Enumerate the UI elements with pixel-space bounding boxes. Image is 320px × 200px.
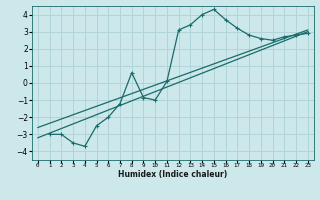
X-axis label: Humidex (Indice chaleur): Humidex (Indice chaleur) [118, 170, 228, 179]
